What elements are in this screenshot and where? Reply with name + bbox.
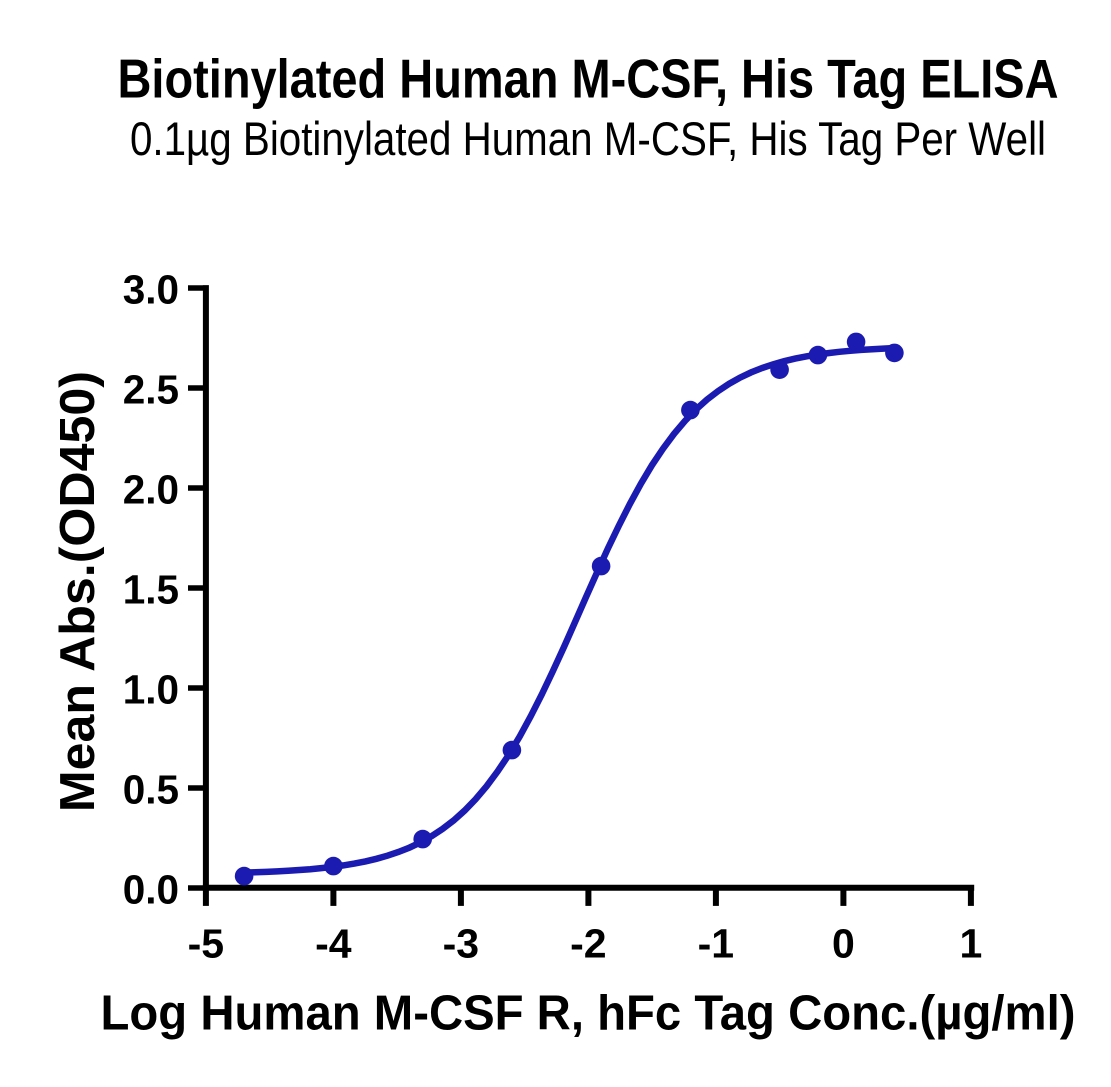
svg-text:-5: -5 bbox=[188, 921, 224, 967]
svg-text:-1: -1 bbox=[698, 921, 734, 967]
svg-text:0.0: 0.0 bbox=[123, 867, 179, 913]
svg-text:2.0: 2.0 bbox=[123, 467, 179, 513]
svg-text:3.0: 3.0 bbox=[123, 267, 179, 313]
svg-text:Log Human M-CSF R, hFc Tag Con: Log Human M-CSF R, hFc Tag Conc.(µg/ml) bbox=[101, 987, 1076, 1041]
svg-text:Biotinylated Human M-CSF, His: Biotinylated Human M-CSF, His Tag ELISA bbox=[118, 48, 1059, 110]
svg-text:0.5: 0.5 bbox=[123, 767, 179, 813]
svg-text:-2: -2 bbox=[570, 921, 606, 967]
svg-text:-4: -4 bbox=[315, 921, 352, 967]
svg-text:1.5: 1.5 bbox=[123, 567, 179, 613]
svg-text:1.0: 1.0 bbox=[123, 667, 179, 713]
svg-text:Mean Abs.(OD450): Mean Abs.(OD450) bbox=[51, 371, 105, 812]
svg-text:2.5: 2.5 bbox=[123, 367, 179, 413]
svg-text:0: 0 bbox=[832, 921, 855, 967]
svg-text:0.1µg Biotinylated Human M-CSF: 0.1µg Biotinylated Human M-CSF, His Tag … bbox=[130, 113, 1046, 166]
svg-text:-3: -3 bbox=[443, 921, 479, 967]
svg-text:1: 1 bbox=[959, 921, 982, 967]
